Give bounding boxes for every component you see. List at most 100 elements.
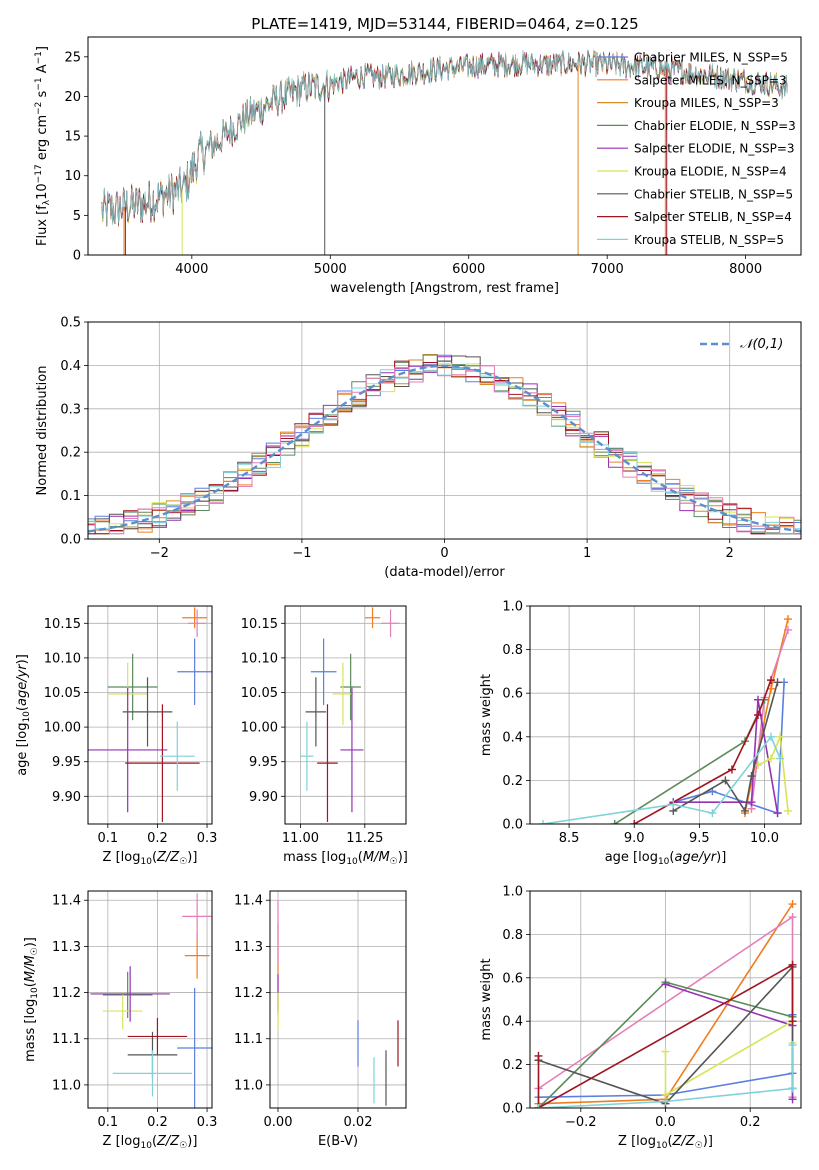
y-tick-label: 10.05 — [241, 686, 278, 701]
plot-area — [534, 900, 797, 1108]
y-tick-label: 0.2 — [60, 446, 81, 461]
data-point-errorbar — [188, 609, 207, 638]
mass-weight-marker — [661, 1047, 670, 1056]
axes-frame — [87, 605, 213, 825]
x-tick-label: −0.2 — [565, 1115, 597, 1130]
mass-weight-marker — [788, 900, 797, 909]
x-tick-label: 0.2 — [147, 1115, 168, 1130]
mass-weight-marker — [767, 754, 776, 763]
y-axis-label: mass [log10(M/M☉)] — [23, 937, 40, 1062]
data-point-errorbar — [90, 966, 170, 1022]
data-point-errorbar — [177, 638, 212, 705]
x-tick-label: 0.3 — [197, 831, 218, 846]
x-tick-label: 8.5 — [559, 831, 580, 846]
y-tick-label: 1.0 — [502, 885, 523, 900]
mass-weight-marker — [776, 732, 785, 741]
data-point-errorbar — [317, 704, 338, 822]
y-tick-label: 9.95 — [249, 755, 278, 770]
plot-area — [101, 49, 788, 255]
mass-weight-marker — [534, 1051, 543, 1060]
y-tick-label: 0.8 — [502, 928, 523, 943]
y-tick-label: 11.1 — [52, 1032, 81, 1047]
mass-weight-marker — [721, 776, 730, 785]
y-tick-label: 0.6 — [502, 971, 523, 986]
x-tick-label: 11.25 — [346, 831, 383, 846]
y-tick-label: 0.3 — [60, 402, 81, 417]
y-tick-label: 0.1 — [60, 489, 81, 504]
mass-weight-marker — [610, 820, 619, 824]
x-tick-label: 6000 — [452, 262, 485, 277]
mass-weight-marker — [708, 809, 717, 818]
x-axis-label: mass [log10(M/M☉)] — [283, 850, 408, 867]
data-point-errorbar — [381, 609, 400, 638]
axes-frame — [269, 890, 407, 1109]
y-tick-label: 10.15 — [44, 617, 81, 632]
y-tick-label: 0.0 — [502, 1102, 523, 1117]
mass-weight-marker — [788, 913, 797, 922]
x-tick-label: 10.0 — [750, 831, 779, 846]
y-axis-label: age [log10(age/yr)] — [15, 654, 32, 776]
mass-weight-line — [673, 699, 779, 814]
data-point-errorbar — [122, 677, 173, 747]
x-tick-label: −1 — [292, 546, 311, 561]
y-tick-label: 11.2 — [52, 986, 81, 1001]
x-tick-label: 0.2 — [147, 831, 168, 846]
mass-weight-marker — [539, 820, 548, 824]
mass-weight-marker — [754, 695, 763, 704]
legend-label: Kroupa ELODIE, N_SSP=4 — [634, 165, 787, 179]
y-tick-label: 0.2 — [502, 1058, 523, 1073]
plot-area — [90, 893, 212, 1108]
x-axis-label: Z [log10(Z/Z☉)] — [103, 1134, 198, 1151]
y-tick-label: 11.0 — [52, 1078, 81, 1093]
y-axis-label: Flux [fλ10−17 erg cm−2 s−1 A−1] — [34, 46, 52, 246]
legend-label: Chabrier MILES, N_SSP=5 — [634, 51, 788, 65]
y-tick-label: 10.00 — [44, 721, 81, 736]
x-tick-label: 1 — [583, 546, 591, 561]
y-axis-label: Normed distribution — [35, 366, 50, 496]
mass-weight-marker — [727, 765, 736, 774]
data-point-errorbar — [159, 721, 195, 791]
x-axis-label: Z [log10(Z/Z☉)] — [618, 1134, 713, 1151]
age-vs-Z-panel: 0.1 0.2 0.3 9.90 9.95 10.00 10.05 10.10 10.15 Z [… — [15, 605, 218, 867]
normal-curve — [88, 364, 801, 533]
x-tick-label: 0.1 — [97, 1115, 118, 1130]
data-point-errorbar — [340, 687, 364, 813]
y-tick-label: 11.4 — [234, 894, 263, 909]
y-axis-label: mass weight — [479, 958, 494, 1040]
spectrum-line — [101, 50, 788, 225]
x-tick-label: 8000 — [729, 262, 762, 277]
y-tick-label: 9.90 — [52, 790, 81, 805]
x-tick-label: 9.5 — [689, 831, 710, 846]
x-axis-label: (data-model)/error — [384, 565, 505, 580]
x-tick-label: 0.02 — [344, 1115, 373, 1130]
y-tick-label: 10.10 — [241, 651, 278, 666]
y-tick-label: 0.4 — [60, 359, 81, 374]
x-tick-label: 2 — [726, 546, 734, 561]
x-tick-label: 11.00 — [282, 831, 319, 846]
y-tick-label: 0.4 — [502, 730, 523, 745]
y-tick-label: 15 — [64, 130, 81, 145]
data-point-errorbar — [88, 687, 168, 813]
x-axis-label: Z [log10(Z/Z☉)] — [103, 850, 198, 867]
mass-weight-marker — [669, 800, 678, 809]
figure-title: PLATE=1419, MJD=53144, FIBERID=0464, z=0… — [251, 15, 638, 33]
x-tick-label: 4000 — [175, 262, 208, 277]
mass-weight-marker — [773, 809, 782, 818]
mass-vs-Z-panel: 0.1 0.2 0.3 11.0 11.1 11.2 11.3 11.4 Z [log10(Z/… — [23, 890, 217, 1151]
data-point-errorbar — [125, 704, 200, 822]
plot-area — [277, 900, 399, 1106]
data-point-errorbar — [300, 721, 314, 791]
x-tick-label: 0.0 — [655, 1115, 676, 1130]
mass-weight-marker — [661, 980, 670, 989]
mass-weight-marker — [776, 754, 785, 763]
mass-weight-marker — [788, 960, 797, 969]
mass-weight-marker — [783, 806, 792, 815]
spectrum-panel: 4000 5000 6000 7000 8000 0 5 10 15 20 25 wavelength… — [34, 36, 802, 296]
mass-weight-marker — [661, 1097, 670, 1106]
y-tick-label: 11.3 — [234, 940, 263, 955]
plot-area — [539, 615, 792, 824]
mass-weight-marker — [767, 676, 776, 685]
legend-label: Kroupa MILES, N_SSP=3 — [634, 96, 779, 110]
mass-weight-marker — [740, 806, 749, 815]
